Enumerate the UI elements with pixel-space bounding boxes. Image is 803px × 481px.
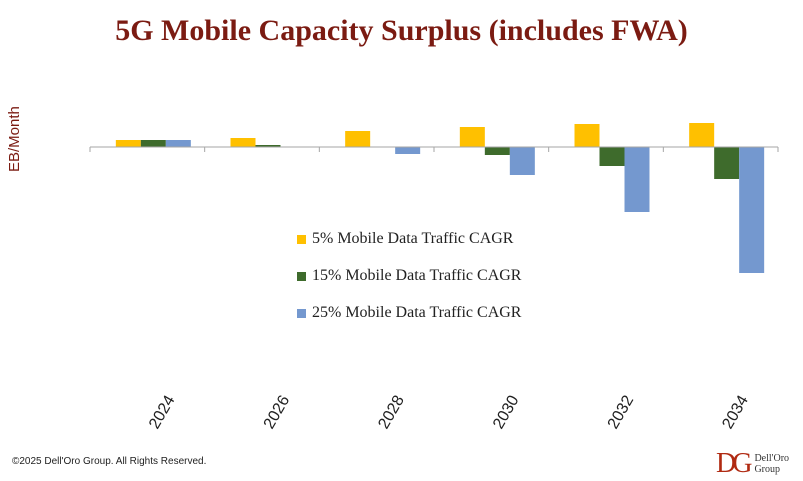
- legend-label-1: 5% Mobile Data Traffic CAGR: [312, 230, 514, 247]
- bar-2034-series-1: [689, 123, 715, 147]
- x-tick-label-2032: 2032: [605, 393, 638, 432]
- company-logo: DG Dell'Oro Group: [716, 448, 789, 480]
- bar-2026-series-2: [255, 145, 281, 147]
- copyright-notice: ©2025 Dell'Oro Group. All Rights Reserve…: [12, 456, 207, 467]
- bar-2034-series-3: [739, 147, 765, 273]
- bar-2030-series-1: [459, 127, 485, 147]
- x-tick-label-2030: 2030: [490, 393, 523, 432]
- x-tick-label-2034: 2034: [719, 393, 752, 432]
- legend-item-1: 5% Mobile Data Traffic CAGR: [297, 229, 521, 249]
- x-tick-label-2028: 2028: [375, 393, 408, 432]
- legend-swatch-2: [297, 271, 306, 281]
- bar-2024-series-3: [165, 140, 191, 147]
- bar-2026-series-1: [230, 138, 256, 147]
- bar-2032-series-2: [599, 147, 625, 166]
- legend-swatch-3: [297, 308, 306, 318]
- legend-label-2: 15% Mobile Data Traffic CAGR: [312, 267, 522, 284]
- legend-swatch-1: [297, 234, 306, 244]
- bar-2032-series-1: [574, 124, 600, 147]
- legend-item-2: 15% Mobile Data Traffic CAGR: [297, 266, 521, 286]
- bar-2030-series-3: [509, 147, 535, 175]
- x-tick-label-2026: 2026: [261, 393, 294, 432]
- legend-item-3: 25% Mobile Data Traffic CAGR: [297, 303, 521, 323]
- legend-label-3: 25% Mobile Data Traffic CAGR: [312, 304, 522, 321]
- bar-2032-series-3: [624, 147, 650, 212]
- x-tick-label-2024: 2024: [146, 393, 179, 432]
- logo-mark: DG: [716, 448, 753, 479]
- chart-title: 5G Mobile Capacity Surplus (includes FWA…: [115, 14, 688, 47]
- bar-2030-series-2: [484, 147, 510, 155]
- logo-line1: Dell'Oro: [754, 453, 790, 464]
- bar-2024-series-1: [115, 140, 141, 147]
- bar-2028-series-1: [345, 131, 371, 147]
- legend: 5% Mobile Data Traffic CAGR 15% Mobile Da…: [297, 229, 521, 340]
- bar-2028-series-3: [395, 147, 421, 154]
- bar-2024-series-2: [140, 140, 166, 147]
- logo-line2: Group: [754, 464, 781, 475]
- bar-2034-series-2: [714, 147, 740, 179]
